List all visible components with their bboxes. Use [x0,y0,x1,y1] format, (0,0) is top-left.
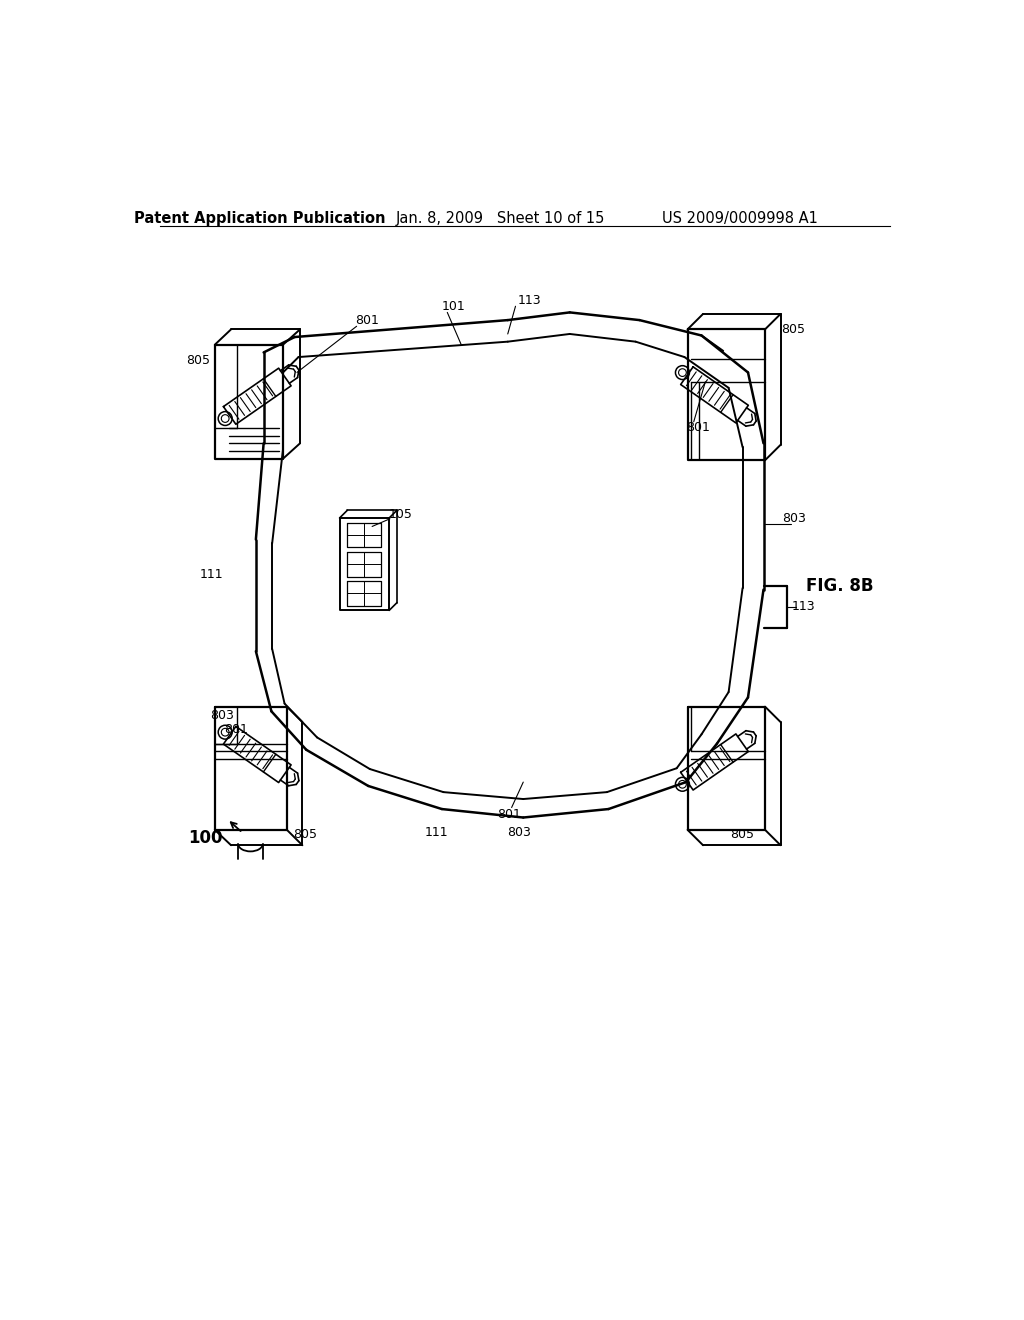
Text: 803: 803 [211,709,234,722]
Text: 105: 105 [389,508,413,520]
Text: US 2009/0009998 A1: US 2009/0009998 A1 [663,211,818,226]
Text: Patent Application Publication: Patent Application Publication [134,211,385,226]
Text: 803: 803 [782,512,807,525]
Text: 805: 805 [185,354,210,367]
Text: 805: 805 [293,828,316,841]
Text: 100: 100 [188,829,223,846]
Text: 113: 113 [792,601,815,612]
Text: 801: 801 [498,808,521,821]
Text: 113: 113 [518,293,542,306]
Text: Jan. 8, 2009   Sheet 10 of 15: Jan. 8, 2009 Sheet 10 of 15 [395,211,605,226]
Text: 101: 101 [441,300,465,313]
Text: 111: 111 [200,568,223,581]
Text: FIG. 8B: FIG. 8B [806,577,873,595]
Text: 803: 803 [508,825,531,838]
Text: 111: 111 [425,825,449,838]
Text: 805: 805 [781,323,805,335]
Text: 801: 801 [224,723,249,737]
Text: 801: 801 [686,421,710,434]
Text: 801: 801 [354,314,379,326]
Text: 805: 805 [730,828,754,841]
